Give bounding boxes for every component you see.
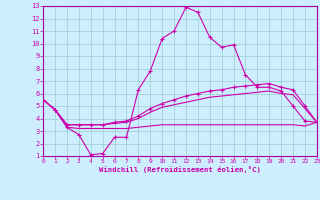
X-axis label: Windchill (Refroidissement éolien,°C): Windchill (Refroidissement éolien,°C) (99, 166, 261, 173)
